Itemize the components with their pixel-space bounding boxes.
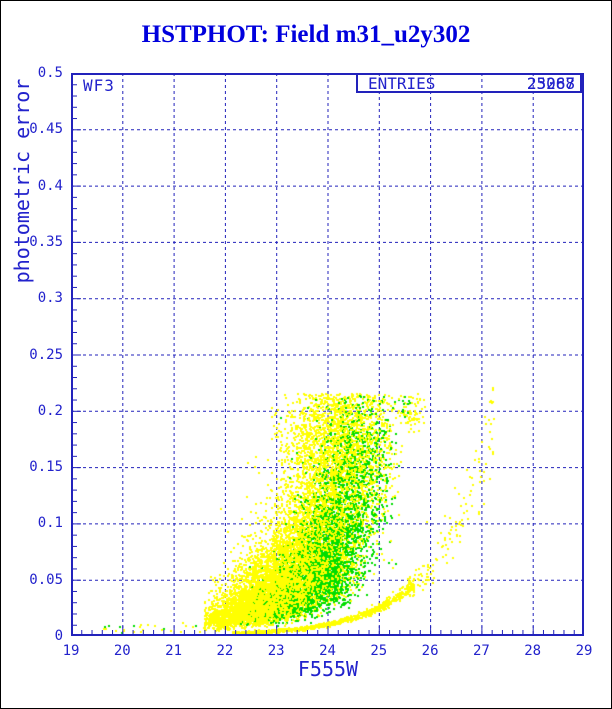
y-axis-tick-label: 0.15 [29, 459, 63, 476]
x-axis-tick-label: 22 [216, 643, 234, 659]
x-axis-tick-label: 23 [267, 643, 285, 659]
x-axis-tick-label: 25 [370, 643, 388, 659]
x-axis-tick-label: 27 [472, 643, 490, 659]
scatter-points [71, 73, 584, 636]
stats-entries-label: ENTRIES [368, 74, 436, 93]
x-axis-title: F555W [297, 657, 359, 681]
x-axis-tick-label: 28 [524, 643, 542, 659]
y-axis-tick-label: 0.5 [37, 65, 63, 81]
x-axis-tick-label: 26 [421, 643, 439, 659]
y-axis-tick-label: 0.25 [29, 346, 63, 363]
y-axis-tick-label: 0.35 [29, 233, 63, 250]
y-axis-tick-label: 0.05 [29, 571, 63, 588]
y-axis-tick-label: 0.4 [37, 177, 63, 194]
plot-area: WF3 ENTRIES 25268 23087 [71, 73, 584, 636]
stats-entries-value: 25268 [526, 74, 575, 93]
x-axis-tick-label: 21 [165, 643, 183, 659]
x-axis-tick-label: 29 [575, 643, 593, 659]
y-axis-tick-label: 0.1 [37, 515, 63, 532]
y-axis-tick-label: 0.3 [37, 290, 63, 307]
stats-entries-value: 23087 [526, 74, 575, 93]
y-axis-tick-label: 0.45 [29, 121, 63, 138]
plot-frame [71, 73, 584, 636]
stats-box: ENTRIES 25268 23087 [356, 73, 582, 93]
page-title: HSTPHOT: Field m31_u2y302 [141, 21, 471, 48]
y-axis-tick-label: 0.2 [37, 402, 63, 419]
x-axis-tick-label: 20 [113, 643, 131, 659]
x-axis-tick-label: 24 [319, 643, 336, 659]
y-axis-tick-label: 0 [54, 628, 63, 644]
x-axis-tick-label: 19 [62, 643, 80, 659]
chip-label: WF3 [83, 76, 115, 95]
